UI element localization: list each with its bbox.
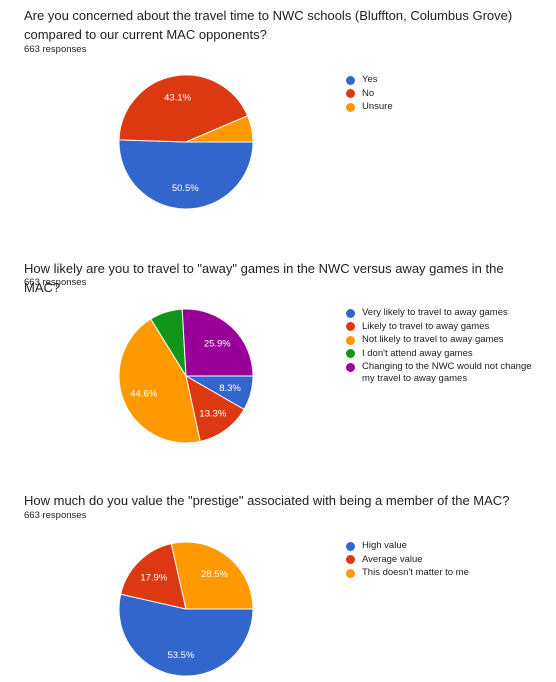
slice-label-no: 43.1% xyxy=(164,93,191,104)
legend-label: Very likely to travel to away games xyxy=(362,307,508,318)
slice-label-not-likely-to-travel-to-away-games: 44.6% xyxy=(130,389,157,400)
legend-item-average-value: Average value xyxy=(346,554,546,566)
chart-1-responses: 663 responses xyxy=(24,44,87,55)
legend-swatch xyxy=(346,335,355,345)
pie-slice-this-doesn-t-matter-to-me xyxy=(170,541,254,610)
pie-slice-changing-to-the-nwc-would-not-change-my-travel-to-away-games xyxy=(181,308,254,377)
chart-2-title: How likely are you to travel to "away" g… xyxy=(24,261,504,295)
chart-3-pie: 53.5% 17.9% 28.5% xyxy=(118,541,254,677)
pie-slice-not-likely-to-travel-to-away-games xyxy=(118,318,201,444)
legend-label: Yes xyxy=(362,74,378,85)
legend-swatch xyxy=(346,541,355,551)
legend-swatch xyxy=(346,349,355,359)
pie-slice-average-value xyxy=(120,543,187,610)
legend-item-yes: Yes xyxy=(346,74,546,86)
legend-swatch xyxy=(346,308,355,318)
legend-swatch xyxy=(346,102,355,112)
chart-1-pie: 50.5% 43.1% xyxy=(118,74,254,210)
legend-label: High value xyxy=(362,540,407,551)
legend-item-high-value: High value xyxy=(346,540,546,552)
slice-label-changing-to-the-nwc-would-not-change-my-travel-to-away-games: 25.9% xyxy=(204,338,231,349)
legend-label: Likely to travel to away games xyxy=(362,320,490,332)
chart-1-title: Are you concerned about the travel time … xyxy=(24,8,513,42)
legend-item-i-don-t-attend-away-games: I don't attend away games xyxy=(346,348,546,360)
legend-swatch xyxy=(346,89,355,99)
pie-slice-unsure xyxy=(185,115,254,143)
pie-slice-yes xyxy=(118,139,254,210)
pie-slice-no xyxy=(118,74,249,143)
pie-slice-likely-to-travel-to-away-games xyxy=(185,375,245,443)
legend-swatch xyxy=(346,322,355,332)
slice-label-very-likely-to-travel-to-away-games: 8.3% xyxy=(219,383,241,394)
legend-item-likely-to-travel-to-away-games: Likely to travel to away games xyxy=(346,321,546,333)
chart-3-responses: 663 responses xyxy=(24,510,87,521)
chart-3-title: How much do you value the "prestige" ass… xyxy=(24,493,510,508)
chart-2-legend: Very likely to travel to away games Likel… xyxy=(346,307,546,387)
legend-item-very-likely-to-travel-to-away-games: Very likely to travel to away games xyxy=(346,307,546,319)
legend-item-unsure: Unsure xyxy=(346,101,546,113)
slice-label-high-value: 53.5% xyxy=(167,650,194,661)
legend-label: No xyxy=(362,87,375,99)
legend-item-no: No xyxy=(346,88,546,100)
legend-label: I don't attend away games xyxy=(362,347,473,359)
slice-label-yes: 50.5% xyxy=(172,183,199,194)
chart-2-responses: 663 responses xyxy=(24,277,87,288)
legend-item-this-doesn-t-matter-to-me: This doesn't matter to me xyxy=(346,567,546,579)
legend-label: Unsure xyxy=(362,101,393,113)
legend-swatch xyxy=(346,555,355,565)
legend-label: Average value xyxy=(362,553,423,565)
slice-label-average-value: 17.9% xyxy=(140,572,167,583)
legend-swatch xyxy=(346,75,355,85)
slice-label-likely-to-travel-to-away-games: 13.3% xyxy=(199,408,226,419)
legend-swatch xyxy=(346,362,355,372)
legend-label: Changing to the NWC would not change my … xyxy=(362,361,532,385)
chart-3-legend: High value Average value This doesn't matt… xyxy=(346,540,546,581)
pie-slice-high-value xyxy=(118,593,254,677)
legend-item-changing-to-the-nwc-would-not-change-my-travel-to-away-games: Changing to the NWC would not change my … xyxy=(346,361,546,385)
legend-swatch xyxy=(346,568,355,578)
chart-1-legend: Yes No Unsure xyxy=(346,74,546,115)
legend-label: Not likely to travel to away games xyxy=(362,334,504,346)
slice-label-this-doesn-t-matter-to-me: 28.5% xyxy=(201,569,228,580)
legend-label: This doesn't matter to me xyxy=(362,567,469,579)
legend-item-not-likely-to-travel-to-away-games: Not likely to travel to away games xyxy=(346,334,546,346)
chart-2-pie: 8.3% 13.3% 44.6% 25.9% xyxy=(118,308,254,444)
